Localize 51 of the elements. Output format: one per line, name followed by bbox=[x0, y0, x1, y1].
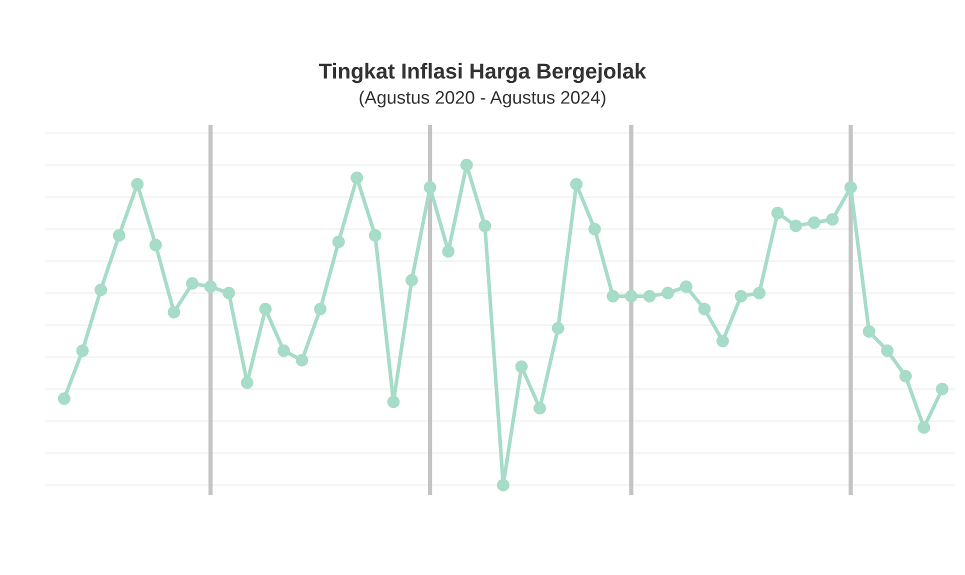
point bbox=[405, 274, 418, 286]
point bbox=[350, 172, 364, 184]
point bbox=[131, 178, 144, 190]
point bbox=[168, 306, 180, 318]
point bbox=[534, 402, 546, 415]
point bbox=[149, 238, 162, 252]
point bbox=[899, 370, 912, 383]
point bbox=[240, 376, 254, 389]
point bbox=[753, 286, 766, 300]
point bbox=[368, 229, 382, 242]
point bbox=[222, 286, 236, 300]
point bbox=[277, 344, 290, 357]
point bbox=[808, 216, 820, 229]
point bbox=[734, 290, 748, 302]
point bbox=[606, 290, 620, 302]
point bbox=[424, 181, 436, 194]
point bbox=[76, 344, 89, 357]
point bbox=[94, 284, 108, 296]
point bbox=[680, 280, 692, 293]
point bbox=[58, 392, 70, 405]
point bbox=[716, 334, 729, 348]
point bbox=[918, 421, 930, 434]
point bbox=[296, 354, 308, 366]
point bbox=[460, 158, 473, 172]
point bbox=[259, 302, 272, 316]
point bbox=[204, 280, 217, 293]
point bbox=[314, 302, 327, 316]
point bbox=[496, 478, 510, 492]
chart-subtitle: (Agustus 2020 - Agustus 2024) bbox=[360, 90, 606, 108]
point bbox=[698, 302, 711, 316]
point bbox=[826, 213, 839, 226]
chart-title: Tingkat Inflasi Harga Bergejolak bbox=[319, 62, 646, 84]
point bbox=[442, 245, 455, 258]
point bbox=[570, 178, 583, 190]
point bbox=[881, 344, 894, 357]
point bbox=[552, 322, 564, 334]
point bbox=[844, 181, 857, 194]
point bbox=[862, 325, 876, 338]
point bbox=[387, 396, 400, 408]
point bbox=[662, 286, 674, 300]
point bbox=[643, 290, 656, 302]
point bbox=[771, 206, 784, 220]
point bbox=[624, 290, 638, 302]
point bbox=[790, 220, 802, 232]
point bbox=[332, 236, 345, 248]
point bbox=[515, 360, 528, 373]
point bbox=[478, 220, 492, 232]
point bbox=[936, 382, 948, 396]
point bbox=[588, 222, 601, 236]
point bbox=[186, 277, 198, 290]
point bbox=[112, 229, 126, 242]
